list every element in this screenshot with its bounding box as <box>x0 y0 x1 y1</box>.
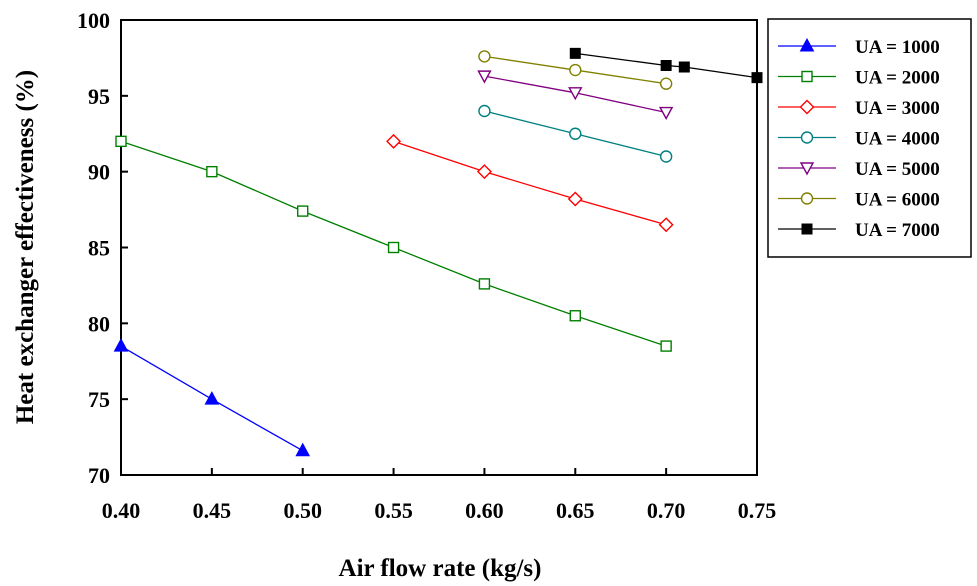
x-tick-label: 0.75 <box>738 498 777 523</box>
legend-marker <box>800 131 814 144</box>
data-point <box>658 217 674 233</box>
data-point <box>658 106 674 120</box>
data-point <box>115 135 127 148</box>
y-tick-label: 80 <box>88 311 110 336</box>
legend-label: UA = 5000 <box>855 159 940 180</box>
legend-item: UA = 3000 <box>778 98 940 119</box>
data-point <box>678 61 690 73</box>
legend-label: UA = 2000 <box>855 68 940 89</box>
plot-frame <box>120 19 758 476</box>
legend-item: UA = 1000 <box>778 37 940 58</box>
series-7 <box>569 47 763 84</box>
legend-marker <box>801 70 813 83</box>
legend-marker <box>800 192 814 205</box>
plot-area <box>120 19 758 476</box>
series-5 <box>477 70 674 120</box>
data-point <box>477 70 492 84</box>
data-point <box>660 60 672 71</box>
x-axis-title: Air flow rate (kg/s) <box>339 555 542 582</box>
series-1 <box>113 338 311 457</box>
x-tick-label: 0.60 <box>465 498 504 523</box>
data-point <box>204 391 220 405</box>
data-point <box>297 205 309 217</box>
x-tick-label: 0.50 <box>283 498 322 523</box>
y-axis-title: Heat exchanger effectiveness (%) <box>12 70 39 424</box>
data-point <box>295 442 311 457</box>
y-tick-label: 90 <box>88 160 110 185</box>
legend-item: UA = 2000 <box>778 68 940 89</box>
legend-item: UA = 7000 <box>778 220 940 241</box>
data-point <box>751 72 763 84</box>
data-point <box>568 87 583 101</box>
data-point <box>387 241 400 254</box>
legend-label: UA = 7000 <box>855 220 940 241</box>
data-point <box>206 165 218 178</box>
x-tick-label: 0.70 <box>647 498 686 523</box>
y-tick-label: 70 <box>88 463 110 488</box>
data-point <box>113 338 129 352</box>
legend-label: UA = 4000 <box>855 129 940 150</box>
legend-item: UA = 4000 <box>778 129 940 150</box>
legend-marker <box>799 99 815 115</box>
series-2 <box>115 135 672 352</box>
legend-label: UA = 3000 <box>855 98 940 119</box>
series-6 <box>478 50 673 90</box>
legend-marker <box>801 223 813 235</box>
data-point <box>478 278 491 290</box>
series-4 <box>478 104 673 163</box>
legend-label: UA = 6000 <box>855 190 940 211</box>
data-point <box>478 104 491 118</box>
legend-item: UA = 5000 <box>778 159 940 180</box>
series-line <box>393 140 667 226</box>
legend: UA = 1000 UA = 2000 UA = 3000 UA = 4000 UA =… <box>767 18 972 258</box>
series-3 <box>386 133 674 233</box>
x-tick-label: 0.55 <box>374 498 413 523</box>
legend-label: UA = 1000 <box>855 37 940 58</box>
y-tick-label: 100 <box>77 8 110 33</box>
y-tick-label: 75 <box>88 387 110 412</box>
y-tick-label: 95 <box>88 84 110 109</box>
data-point <box>660 340 672 352</box>
data-point <box>569 127 582 140</box>
x-tick-label: 0.65 <box>556 498 595 523</box>
legend-item: UA = 6000 <box>778 190 940 211</box>
data-point <box>478 50 491 63</box>
data-point <box>386 133 402 149</box>
series-line <box>575 52 758 79</box>
x-tick-label: 0.40 <box>102 498 141 523</box>
data-point <box>569 47 581 59</box>
legend-marker <box>799 37 815 52</box>
series-layer <box>113 47 763 457</box>
axes: 0.40 0.45 0.50 0.55 0.60 0.65 0.70 0.75 70 75 80 85… <box>77 8 776 523</box>
data-point <box>569 63 582 77</box>
data-point <box>476 164 492 180</box>
data-point <box>569 310 581 322</box>
y-tick-label: 85 <box>88 236 110 261</box>
x-tick-label: 0.45 <box>193 498 232 523</box>
legend-marker <box>799 162 815 176</box>
data-point <box>567 191 583 207</box>
data-point <box>659 77 673 90</box>
data-point <box>659 150 673 163</box>
